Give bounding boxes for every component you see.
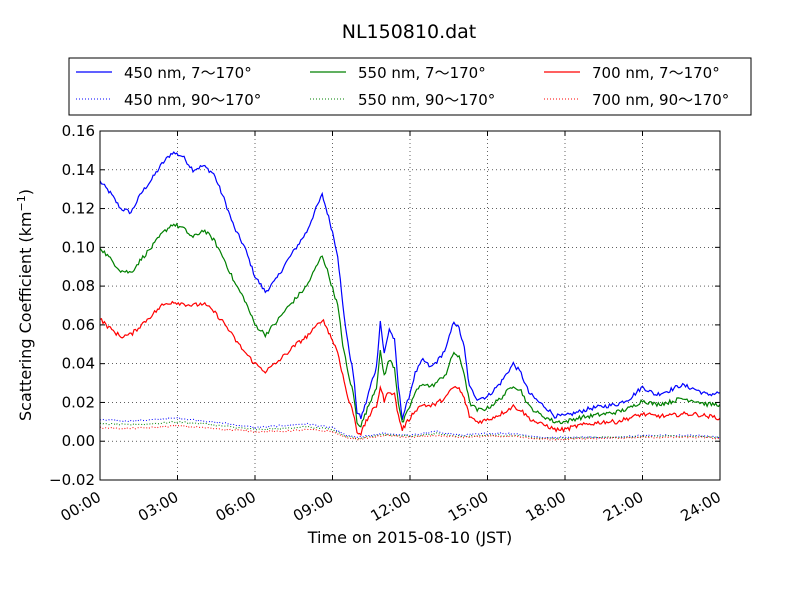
grid-lines: [100, 131, 720, 480]
x-tick-label: 15:00: [445, 488, 491, 525]
legend-label-6: 700 nm, 90～170°: [592, 91, 729, 109]
x-tick-label: 24:00: [678, 488, 724, 525]
y-tick-label: 0.08: [62, 277, 95, 295]
series-layer: [99, 151, 721, 441]
y-tick-label: 0.04: [62, 355, 95, 373]
y-axis-label: Scattering Coefficient (km−1): [15, 189, 35, 421]
y-tick-label: −0.02: [49, 471, 95, 489]
y-tick-label: 0.14: [62, 161, 95, 179]
x-tick-label: 09:00: [290, 488, 336, 525]
series-line-1: [99, 151, 721, 421]
x-tick-label: 21:00: [600, 488, 646, 525]
y-tick-label: 0.02: [62, 393, 95, 411]
legend-label-2: 450 nm, 90～170°: [124, 91, 261, 109]
legend-label-3: 550 nm, 7～170°: [358, 64, 486, 82]
legend-label-5: 700 nm, 7～170°: [592, 64, 720, 82]
legend-box: [68, 57, 752, 116]
x-tick-label: 06:00: [213, 488, 259, 525]
series-line-4: [99, 420, 721, 440]
y-tick-label: 0.00: [62, 432, 95, 450]
y-axis-label-end: ): [16, 189, 35, 195]
legend-label-4: 550 nm, 90～170°: [358, 91, 495, 109]
y-tick-label: 0.12: [62, 200, 95, 218]
x-tick-label: 18:00: [523, 488, 569, 525]
y-tick-label: 0.06: [62, 316, 95, 334]
series-line-5: [99, 300, 721, 437]
legend-label-1: 450 nm, 7～170°: [124, 64, 252, 82]
y-axis-label-superscript: −1: [15, 195, 28, 211]
x-axis-label: Time on 2015-08-10 (JST): [307, 528, 512, 547]
chart-legend: 450 nm, 7～170° 550 nm, 7～170° 700 nm, 7～17…: [68, 57, 752, 116]
x-tick-label: 00:00: [58, 488, 104, 525]
y-tick-label: 0.16: [62, 122, 95, 140]
x-tick-label: 03:00: [135, 488, 181, 525]
chart-title: NL150810.dat: [342, 21, 477, 43]
series-line-3: [99, 222, 721, 428]
y-axis-label-main: Scattering Coefficient (km: [16, 211, 35, 421]
x-tick-label: 12:00: [368, 488, 414, 525]
y-tick-label: 0.10: [62, 238, 95, 256]
